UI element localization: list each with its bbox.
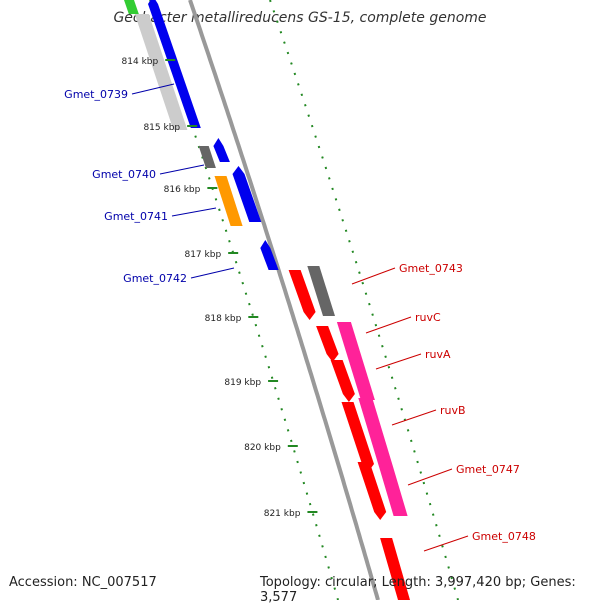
gene-label-leader xyxy=(159,164,205,175)
gene-label: ruvA xyxy=(425,348,451,361)
gene-label-leader xyxy=(407,468,453,486)
gene-label-leader xyxy=(351,267,396,285)
gene-label: Gmet_0741 xyxy=(104,210,168,223)
gmet-0747-gene xyxy=(357,462,387,520)
topology-text: Topology: circular; Length: 3,997,420 bp… xyxy=(260,575,576,605)
ruler-tick-label: 818 kbp xyxy=(205,314,242,324)
gmet-0739-gene xyxy=(148,0,201,128)
ruva-gene xyxy=(330,360,355,402)
gmet-0740-shade xyxy=(198,146,216,168)
ruvb-gene xyxy=(341,402,374,472)
gene-label-leader xyxy=(423,535,469,552)
gene-label-leader xyxy=(131,83,175,95)
gene-label-leader xyxy=(190,267,235,279)
gene-label: Gmet_0748 xyxy=(472,530,536,543)
genome-backbone-line xyxy=(188,0,380,600)
gene-label-leader xyxy=(391,409,437,426)
kbp-ruler: 814 kbp 815 kbp 816 kbp 817 kbp 818 kbp 819 k… xyxy=(122,57,318,519)
feature-track xyxy=(124,0,410,600)
gmet-0743-shade xyxy=(307,266,335,316)
gene-label-leader xyxy=(375,353,422,370)
ruler-tick-label: 819 kbp xyxy=(224,378,261,388)
gmet-0748-gene xyxy=(380,538,410,600)
gene-label: ruvC xyxy=(415,311,441,324)
gmet-0741-gene xyxy=(232,166,262,222)
ruler-tick-label: 821 kbp xyxy=(264,509,301,519)
gmet-0742-gene xyxy=(260,240,279,270)
gene-label: Gmet_0740 xyxy=(92,168,156,181)
gene-label: ruvB xyxy=(440,404,466,417)
ruvc-ruva-shade xyxy=(336,322,375,400)
gene-label: Gmet_0742 xyxy=(123,272,187,285)
ruvb-shade xyxy=(358,398,393,466)
ruler-tick-label: 814 kbp xyxy=(122,57,159,67)
gmet-0739-shade xyxy=(134,14,188,130)
ruvc-gene xyxy=(316,326,339,362)
green-feature xyxy=(124,0,139,14)
gene-label-leader xyxy=(171,207,217,217)
ruler-tick-label: 815 kbp xyxy=(143,123,180,133)
gmet-0743-gene xyxy=(288,270,316,320)
gene-label: Gmet_0747 xyxy=(456,463,520,476)
ruler-tick-label: 816 kbp xyxy=(164,185,201,195)
ruler-tick-label: 820 kbp xyxy=(244,443,281,453)
gene-label: Gmet_0739 xyxy=(64,88,128,101)
gmet-0741-shade xyxy=(214,176,243,226)
gmet-0747-shade xyxy=(378,466,408,516)
gene-labels: Gmet_0739 Gmet_0740 Gmet_0741 Gmet_0742 Gmet… xyxy=(64,83,536,552)
accession-text: Accession: NC_007517 xyxy=(9,575,157,590)
genome-title: Geobacter metallireducens GS-15, complet… xyxy=(113,10,487,26)
gene-label-leader xyxy=(365,316,412,334)
genome-backbone xyxy=(188,0,380,600)
gene-label: Gmet_0743 xyxy=(399,262,463,275)
ruler-tick-label: 817 kbp xyxy=(184,250,221,260)
gmet-0740-gene xyxy=(213,138,230,162)
